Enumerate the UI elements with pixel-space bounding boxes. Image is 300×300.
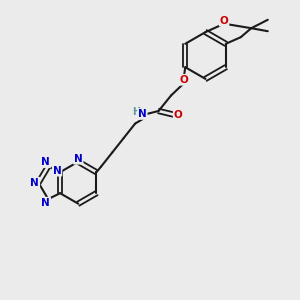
Text: H: H	[132, 107, 140, 117]
Text: N: N	[31, 178, 39, 188]
Text: O: O	[179, 75, 188, 85]
Text: N: N	[41, 157, 50, 167]
Text: N: N	[53, 166, 62, 176]
Text: O: O	[220, 16, 229, 26]
Text: N: N	[41, 198, 50, 208]
Text: N: N	[74, 154, 82, 164]
Text: N: N	[138, 109, 147, 119]
Text: O: O	[174, 110, 182, 120]
